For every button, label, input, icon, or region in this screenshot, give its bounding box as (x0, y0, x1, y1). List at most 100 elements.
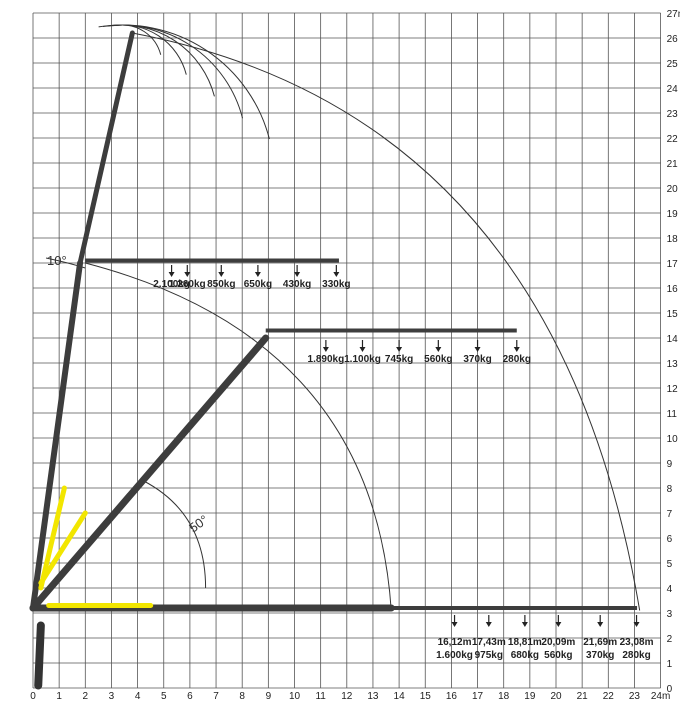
y-tick-label: 19 (667, 209, 679, 220)
y-tick-label: 25 (667, 59, 679, 70)
load-label-mid: 280kg (503, 354, 531, 365)
y-tick-label: 18 (667, 234, 679, 245)
load-marker-bottom-arrow (597, 622, 604, 627)
reach-label-bottom: 21,69m (583, 637, 617, 648)
y-tick-label: 3 (667, 609, 673, 620)
load-marker-top-arrow (168, 272, 175, 277)
y-tick-label: 8 (667, 484, 673, 495)
x-tick-label: 3 (109, 691, 115, 702)
y-tick-label: 1 (667, 659, 673, 670)
load-marker-mid-arrow (359, 347, 366, 352)
y-tick-label: 13 (667, 359, 679, 370)
x-tick-label: 2 (83, 691, 89, 702)
load-label-mid: 745kg (385, 354, 413, 365)
y-tick-label: 10 (667, 434, 679, 445)
y-tick-label: 26 (667, 34, 679, 45)
x-tick-label: 5 (161, 691, 167, 702)
y-tick-label: 5 (667, 559, 673, 570)
load-marker-top-arrow (254, 272, 261, 277)
load-label-top: 330kg (322, 279, 350, 290)
y-tick-label: 24 (667, 84, 679, 95)
load-marker-mid-arrow (435, 347, 442, 352)
boom-diagonal (29, 334, 270, 612)
load-marker-top-arrow (218, 272, 225, 277)
load-label-top: 850kg (207, 279, 235, 290)
x-tick-label: 9 (266, 691, 272, 702)
load-marker-mid-arrow (322, 347, 329, 352)
x-tick-label: 1 (56, 691, 62, 702)
boom-diagonal-ram (38, 510, 88, 586)
x-tick-label: 22 (603, 691, 615, 702)
x-tick-label: 17 (472, 691, 484, 702)
x-tick-label: 21 (577, 691, 589, 702)
x-tick-label: 11 (315, 691, 326, 702)
load-label-bottom: 1.600kg (436, 650, 473, 661)
axis-ticks: 0 1 2 3 4 5 6 7 8 9 10 11 12 13 14 15 16 17 18 19 20 21 22 23 24… (30, 9, 680, 702)
y-tick-label: 15 (667, 309, 679, 320)
x-tick-label: 4 (135, 691, 141, 702)
load-marker-mid-arrow (474, 347, 481, 352)
x-tick-label: 18 (498, 691, 510, 702)
load-marker-mid-arrow (396, 347, 403, 352)
reach-arc-top (98, 24, 270, 140)
load-label-bottom: 975kg (475, 650, 503, 661)
load-label-top: 430kg (283, 279, 311, 290)
y-tick-label: 7 (667, 509, 673, 520)
y-tick-label: 9 (667, 459, 673, 470)
hydraulic-ram (38, 485, 67, 591)
x-tick-label: 16 (446, 691, 458, 702)
y-tick-label: 14 (667, 334, 679, 345)
x-tick-label: 12 (341, 691, 353, 702)
load-label-top: 1.260kg (169, 279, 206, 290)
y-tick-label: 23 (667, 109, 679, 120)
reach-label-bottom: 16,12m (438, 637, 472, 648)
load-marker-bottom-arrow (451, 622, 458, 627)
load-marker-top-arrow (294, 272, 301, 277)
reach-label-bottom: 23,08m (620, 637, 654, 648)
x-tick-label: 6 (187, 691, 193, 702)
angle-arc-10 (45, 257, 86, 269)
grid (32, 12, 661, 689)
load-marker-bottom-arrow (521, 622, 528, 627)
y-tick-label: 12 (667, 384, 679, 395)
x-tick-label: 13 (367, 691, 379, 702)
x-tick-label: 23 (629, 691, 641, 702)
x-tick-label: 8 (239, 691, 245, 702)
load-markers (168, 265, 640, 627)
x-tick-label: 19 (524, 691, 536, 702)
load-marker-top-arrow (184, 272, 191, 277)
load-label-bottom: 280kg (622, 650, 650, 661)
y-tick-label: 6 (667, 534, 673, 545)
load-marker-bottom-arrow (555, 622, 562, 627)
main-boom-upper (77, 30, 135, 266)
y-tick-label: 27m (667, 9, 680, 20)
y-tick-label: 22 (667, 134, 679, 145)
x-tick-label: 0 (30, 691, 36, 702)
load-marker-mid-arrow (513, 347, 520, 352)
reach-label-bottom: 20,09m (541, 637, 575, 648)
reach-arcs (45, 24, 641, 611)
reach-label-bottom: 17,43m (472, 637, 506, 648)
crane-boom (29, 30, 395, 690)
y-tick-label: 20 (667, 184, 679, 195)
x-tick-label: 10 (289, 691, 301, 702)
y-tick-label: 4 (667, 584, 673, 595)
load-label-mid: 1.890kg (308, 354, 345, 365)
load-label-bottom: 560kg (544, 650, 572, 661)
load-marker-bottom-arrow (485, 622, 492, 627)
load-marker-top-arrow (333, 272, 340, 277)
load-label-top: 650kg (244, 279, 272, 290)
main-boom-vertical (30, 260, 84, 611)
y-tick-label: 0 (667, 684, 673, 695)
y-tick-label: 21 (667, 159, 679, 170)
y-tick-label: 11 (667, 409, 678, 420)
x-tick-label: 24m (651, 691, 670, 702)
load-label-bottom: 370kg (586, 650, 614, 661)
reach-label-bottom: 18,81m (508, 637, 542, 648)
reach-arc-outer (132, 32, 641, 611)
load-label-mid: 1.100kg (344, 354, 381, 365)
load-label-mid: 560kg (424, 354, 452, 365)
crane-base (34, 621, 45, 690)
x-tick-label: 20 (550, 691, 562, 702)
